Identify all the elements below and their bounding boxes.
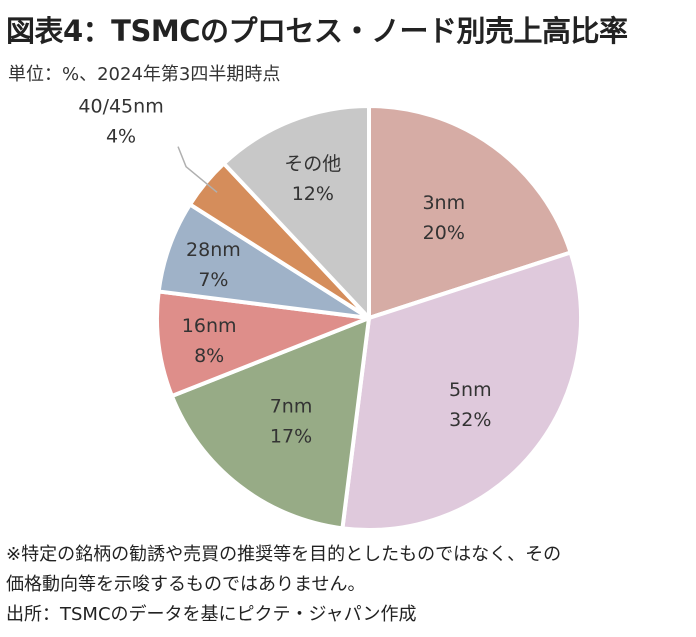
- slice-value-40-45nm: 4%: [106, 126, 136, 148]
- pie-labels: 3nm 20% 5nm 32% 7nm 17% 16nm 8% 28nm 7% 40/45nm 4% そ…: [78, 96, 491, 448]
- pie-slice-1: [367, 104, 573, 320]
- slice-label-16nm: 16nm: [182, 315, 237, 337]
- slice-label-7nm: 7nm: [270, 396, 313, 418]
- leader-line: [177, 146, 218, 193]
- pie-slice-3: [169, 316, 371, 531]
- slice-value-other: 12%: [292, 183, 334, 205]
- slice-label-28nm: 28nm: [186, 239, 241, 261]
- slice-value-3nm: 20%: [423, 222, 465, 244]
- slice-value-7nm: 17%: [270, 426, 312, 448]
- slice-label-40-45nm: 40/45nm: [78, 96, 163, 118]
- slice-label-other: その他: [284, 153, 341, 175]
- disclaimer-line-1: ※特定の銘柄の勧誘や売買の推奨等を目的としたものではなく、その: [6, 544, 562, 565]
- pie-slices: [155, 104, 583, 532]
- source-note: 出所：TSMCのデータを基にピクテ・ジャパン作成: [6, 604, 417, 625]
- pie-slice-7: [221, 104, 371, 320]
- slice-value-16nm: 8%: [194, 345, 224, 367]
- chart-title: 図表4：TSMCのプロセス・ノード別売上高比率: [6, 14, 628, 48]
- pie-slice-4: [155, 289, 371, 399]
- pie-slice-2: [340, 250, 583, 532]
- disclaimer-line-2: 価格動向等を示唆するものではありません。: [6, 574, 366, 595]
- chart-subtitle: 単位：%、2024年第3四半期時点: [8, 64, 281, 85]
- slice-value-28nm: 7%: [198, 269, 228, 291]
- slice-value-5nm: 32%: [449, 409, 491, 431]
- slice-label-5nm: 5nm: [449, 379, 492, 401]
- slice-label-3nm: 3nm: [422, 192, 465, 214]
- chart-notes: ※特定の銘柄の勧誘や売買の推奨等を目的としたものではなく、その 価格動向等を示唆…: [6, 540, 561, 630]
